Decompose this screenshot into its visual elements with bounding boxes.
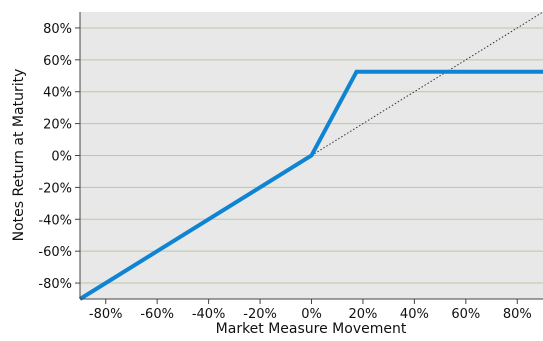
y-tick-label: 60%: [43, 54, 72, 69]
y-axis-label: Notes Return at Maturity: [11, 69, 27, 242]
x-tick-label: -60%: [140, 307, 174, 322]
y-tick-label: -20%: [38, 181, 72, 196]
y-tick-label: 80%: [43, 22, 72, 37]
x-tick-label: 40%: [400, 307, 429, 322]
y-tick-label: -60%: [38, 245, 72, 260]
y-tick-label: 40%: [43, 86, 72, 101]
x-tick-label: -40%: [192, 307, 226, 322]
x-tick-label: 60%: [451, 307, 480, 322]
y-tick-label: -40%: [38, 213, 72, 228]
series-layer: [78, 11, 543, 301]
x-tick-label: 0%: [301, 307, 322, 322]
y-tick-label: 0%: [51, 150, 72, 165]
x-axis-label: Market Measure Movement: [216, 321, 407, 337]
y-tick-label: 20%: [43, 118, 72, 133]
x-tick-label: -20%: [243, 307, 277, 322]
x-tick-label: -80%: [89, 307, 123, 322]
x-tick-label: 20%: [348, 307, 377, 322]
y-axis-ticks: 80% 60% 40% 20% 0% -20% -40% -60% -80%: [38, 22, 80, 292]
x-tick-label: 80%: [503, 307, 532, 322]
x-axis-ticks: -80% -60% -40% -20% 0% 20% 40% 60% 80%: [89, 299, 532, 322]
return-profile-line: [78, 69, 543, 301]
y-tick-label: -80%: [38, 277, 72, 292]
